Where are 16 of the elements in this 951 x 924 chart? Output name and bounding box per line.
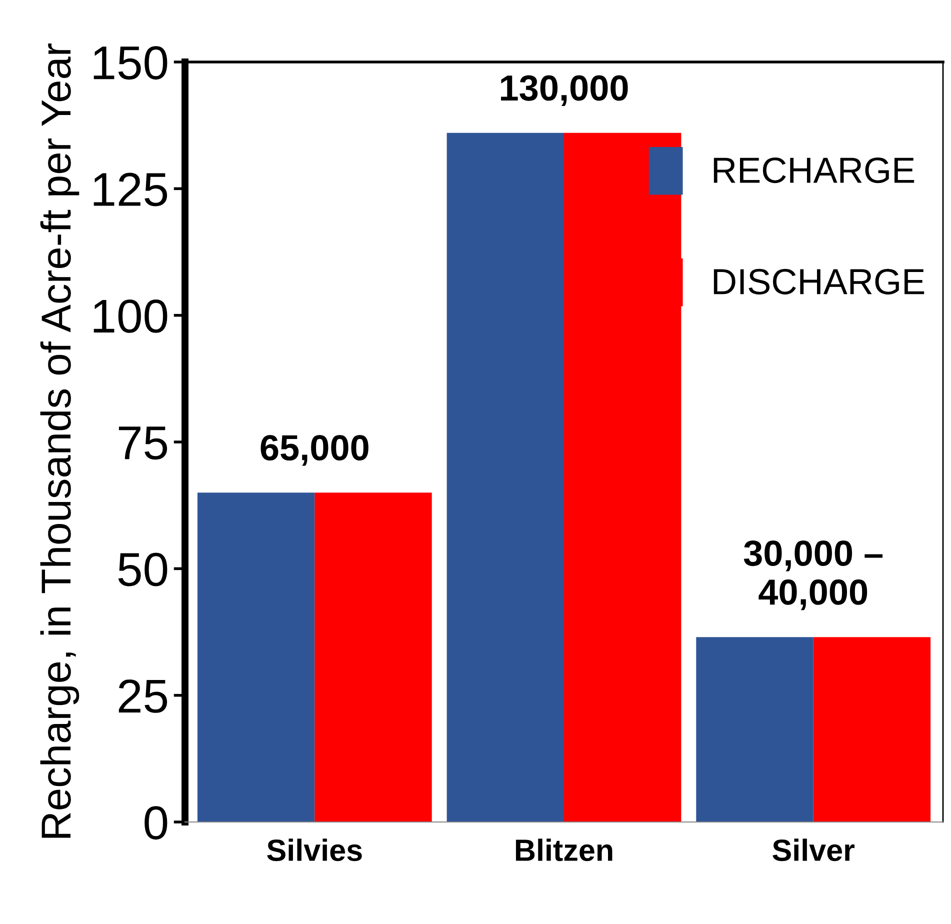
y-tick-label: 150 (94, 46, 168, 80)
x-tick-label: Blitzen (516, 838, 612, 862)
y-tick-label: 75 (118, 426, 168, 460)
annotation: 30,000 – 40,000 (744, 540, 883, 610)
legend-label: DISCHARGE (714, 268, 924, 294)
annotation: 130,000 (501, 75, 628, 106)
y-tick-label: 100 (94, 299, 168, 333)
annotation: 65,000 (260, 434, 368, 466)
y-tick-label: 25 (118, 679, 168, 713)
y-tick-label: 50 (118, 552, 168, 586)
y-tick-label: 0 (144, 806, 168, 840)
x-tick-label: Silver (772, 838, 854, 862)
legend-label: RECHARGE (714, 158, 914, 184)
x-tick-label: Silvies (267, 838, 362, 862)
y-axis-title: Recharge, in Thousands of Acre-ft per Year (40, 43, 80, 838)
y-tick-label: 125 (94, 172, 168, 206)
